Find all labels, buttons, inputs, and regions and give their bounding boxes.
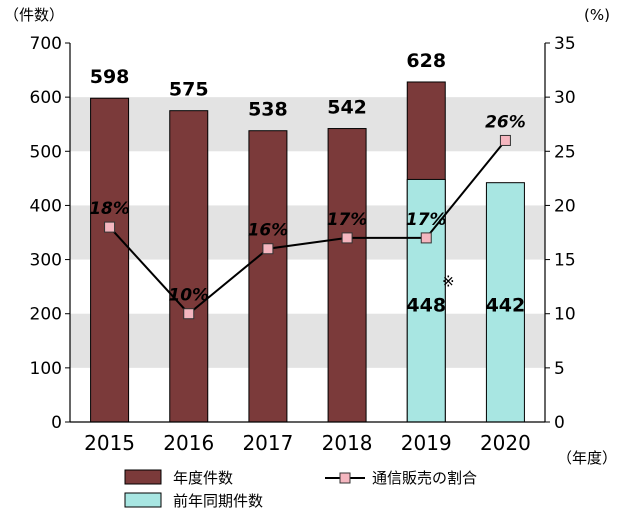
share-point-2015 [104,221,116,233]
left-tick-label: 500 [30,142,62,162]
bars-layer [90,81,525,423]
bar-annual-2015 [90,97,130,423]
legend-line-marker [339,472,351,484]
bar-label-annual-2015: 598 [90,66,130,88]
bar-label-annual-2016: 575 [169,79,209,101]
left-tick-label: 700 [30,34,62,54]
right-tick-label: 25 [554,142,576,162]
note-mark: ※ [442,273,455,291]
share-point-2020 [499,134,511,146]
x-tick-label: 2020 [480,431,531,455]
legend-swatch-annual [124,469,162,485]
bar-annual-2016 [169,110,209,423]
data-labels-layer: 18% 10% 16% 17% 17% 26% 598 575 538 542 628 448 442 ※ [89,50,526,317]
share-label-2019: 17% [406,210,447,230]
left-tick-label: 200 [30,305,62,325]
share-point-2017 [262,243,274,255]
share-label-2015: 18% [89,199,130,219]
share-label-2020: 26% [485,112,526,132]
grid-band [70,97,545,152]
bar-label-annual-2019: 628 [406,50,446,72]
bar-annual-2018 [327,128,367,423]
bar-label-annual-2018: 542 [327,97,367,119]
right-tick-label: 10 [554,305,576,325]
right-tick-label: 15 [554,251,576,271]
x-tick-label: 2016 [163,431,214,455]
x-tick-label: 2018 [322,431,373,455]
legend: 年度件数 前年同期件数 通信販売の割合 [124,469,477,510]
right-tick-label: 20 [554,196,576,216]
share-point-2019 [420,232,432,244]
right-tick-label: 30 [554,88,576,108]
left-tick-label: 400 [30,196,62,216]
right-axis-unit: (%) [584,6,610,24]
share-label-2017: 16% [248,221,289,241]
legend-label-annual: 年度件数 [173,469,233,487]
right-tick-label: 0 [554,413,565,433]
bar-annual-2017 [248,130,288,423]
right-tick-label: 35 [554,34,576,54]
bar-label-prior-2020: 442 [486,295,526,317]
bar-prior-2019 [406,178,446,423]
right-tick-label: 5 [554,359,565,379]
share-label-2018: 17% [327,210,368,230]
grid-band [70,313,545,368]
left-axis-unit: （件数） [4,6,64,24]
share-line-layer [104,134,511,320]
x-axis-unit: （年度） [557,449,617,467]
share-point-2018 [341,232,353,244]
legend-label-prior: 前年同期件数 [173,492,263,510]
x-tick-label: 2017 [242,431,293,455]
share-point-2016 [183,308,195,320]
legend-label-share: 通信販売の割合 [372,469,477,487]
left-tick-label: 300 [30,251,62,271]
x-tick-label: 2015 [84,431,135,455]
share-line [108,139,507,316]
left-tick-label: 600 [30,88,62,108]
left-tick-label: 0 [51,413,62,433]
bar-label-annual-2017: 538 [248,99,288,121]
axes: 0 100 200 300 400 500 600 700 0 5 10 15 20 25 30 35 2015… [30,34,576,455]
grid-band [70,205,545,260]
share-label-2016: 10% [168,286,209,306]
grid-bands [70,97,545,368]
bar-label-prior-2019: 448 [406,295,446,317]
left-tick-label: 100 [30,359,62,379]
x-tick-label: 2019 [401,431,452,455]
legend-swatch-prior [124,492,162,508]
